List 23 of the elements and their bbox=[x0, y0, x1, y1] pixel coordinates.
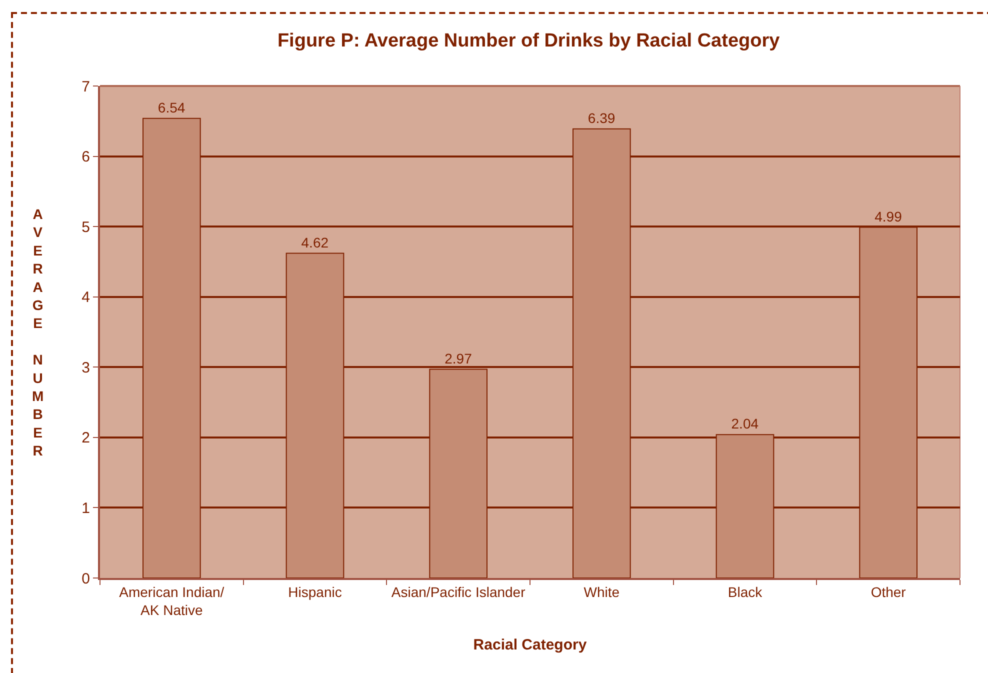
y-tick-label: 4 bbox=[82, 289, 90, 306]
data-label: 2.04 bbox=[731, 416, 759, 432]
y-tick-label: 3 bbox=[82, 359, 90, 376]
data-label: 4.62 bbox=[301, 234, 329, 250]
y-tick-label: 6 bbox=[82, 148, 90, 166]
chart-title: Figure P: Average Number of Drinks by Racial Category bbox=[277, 30, 780, 52]
y-tick-label: 1 bbox=[82, 500, 90, 517]
x-axis-title: Racial Category bbox=[473, 636, 588, 654]
x-tick-label: Asian/Pacific Islander bbox=[391, 584, 526, 600]
x-tick-label: Black bbox=[728, 584, 764, 600]
data-label: 2.97 bbox=[444, 350, 472, 366]
x-tick-label: Other bbox=[870, 584, 906, 600]
x-tick-label: Hispanic bbox=[288, 584, 342, 600]
x-tick-label: American Indian/ AK Native bbox=[119, 584, 224, 618]
y-tick-label: 5 bbox=[82, 218, 90, 236]
y-tick-label: 0 bbox=[82, 570, 90, 588]
data-label: 6.39 bbox=[588, 110, 616, 126]
text: AVERAGE NUMBER bbox=[32, 206, 44, 459]
data-label: 6.54 bbox=[158, 99, 186, 116]
y-tick-label: 2 bbox=[82, 430, 90, 447]
y-tick-label: 7 bbox=[82, 78, 90, 96]
x-tick-label: White bbox=[584, 584, 620, 600]
data-label: 4.99 bbox=[874, 208, 902, 224]
